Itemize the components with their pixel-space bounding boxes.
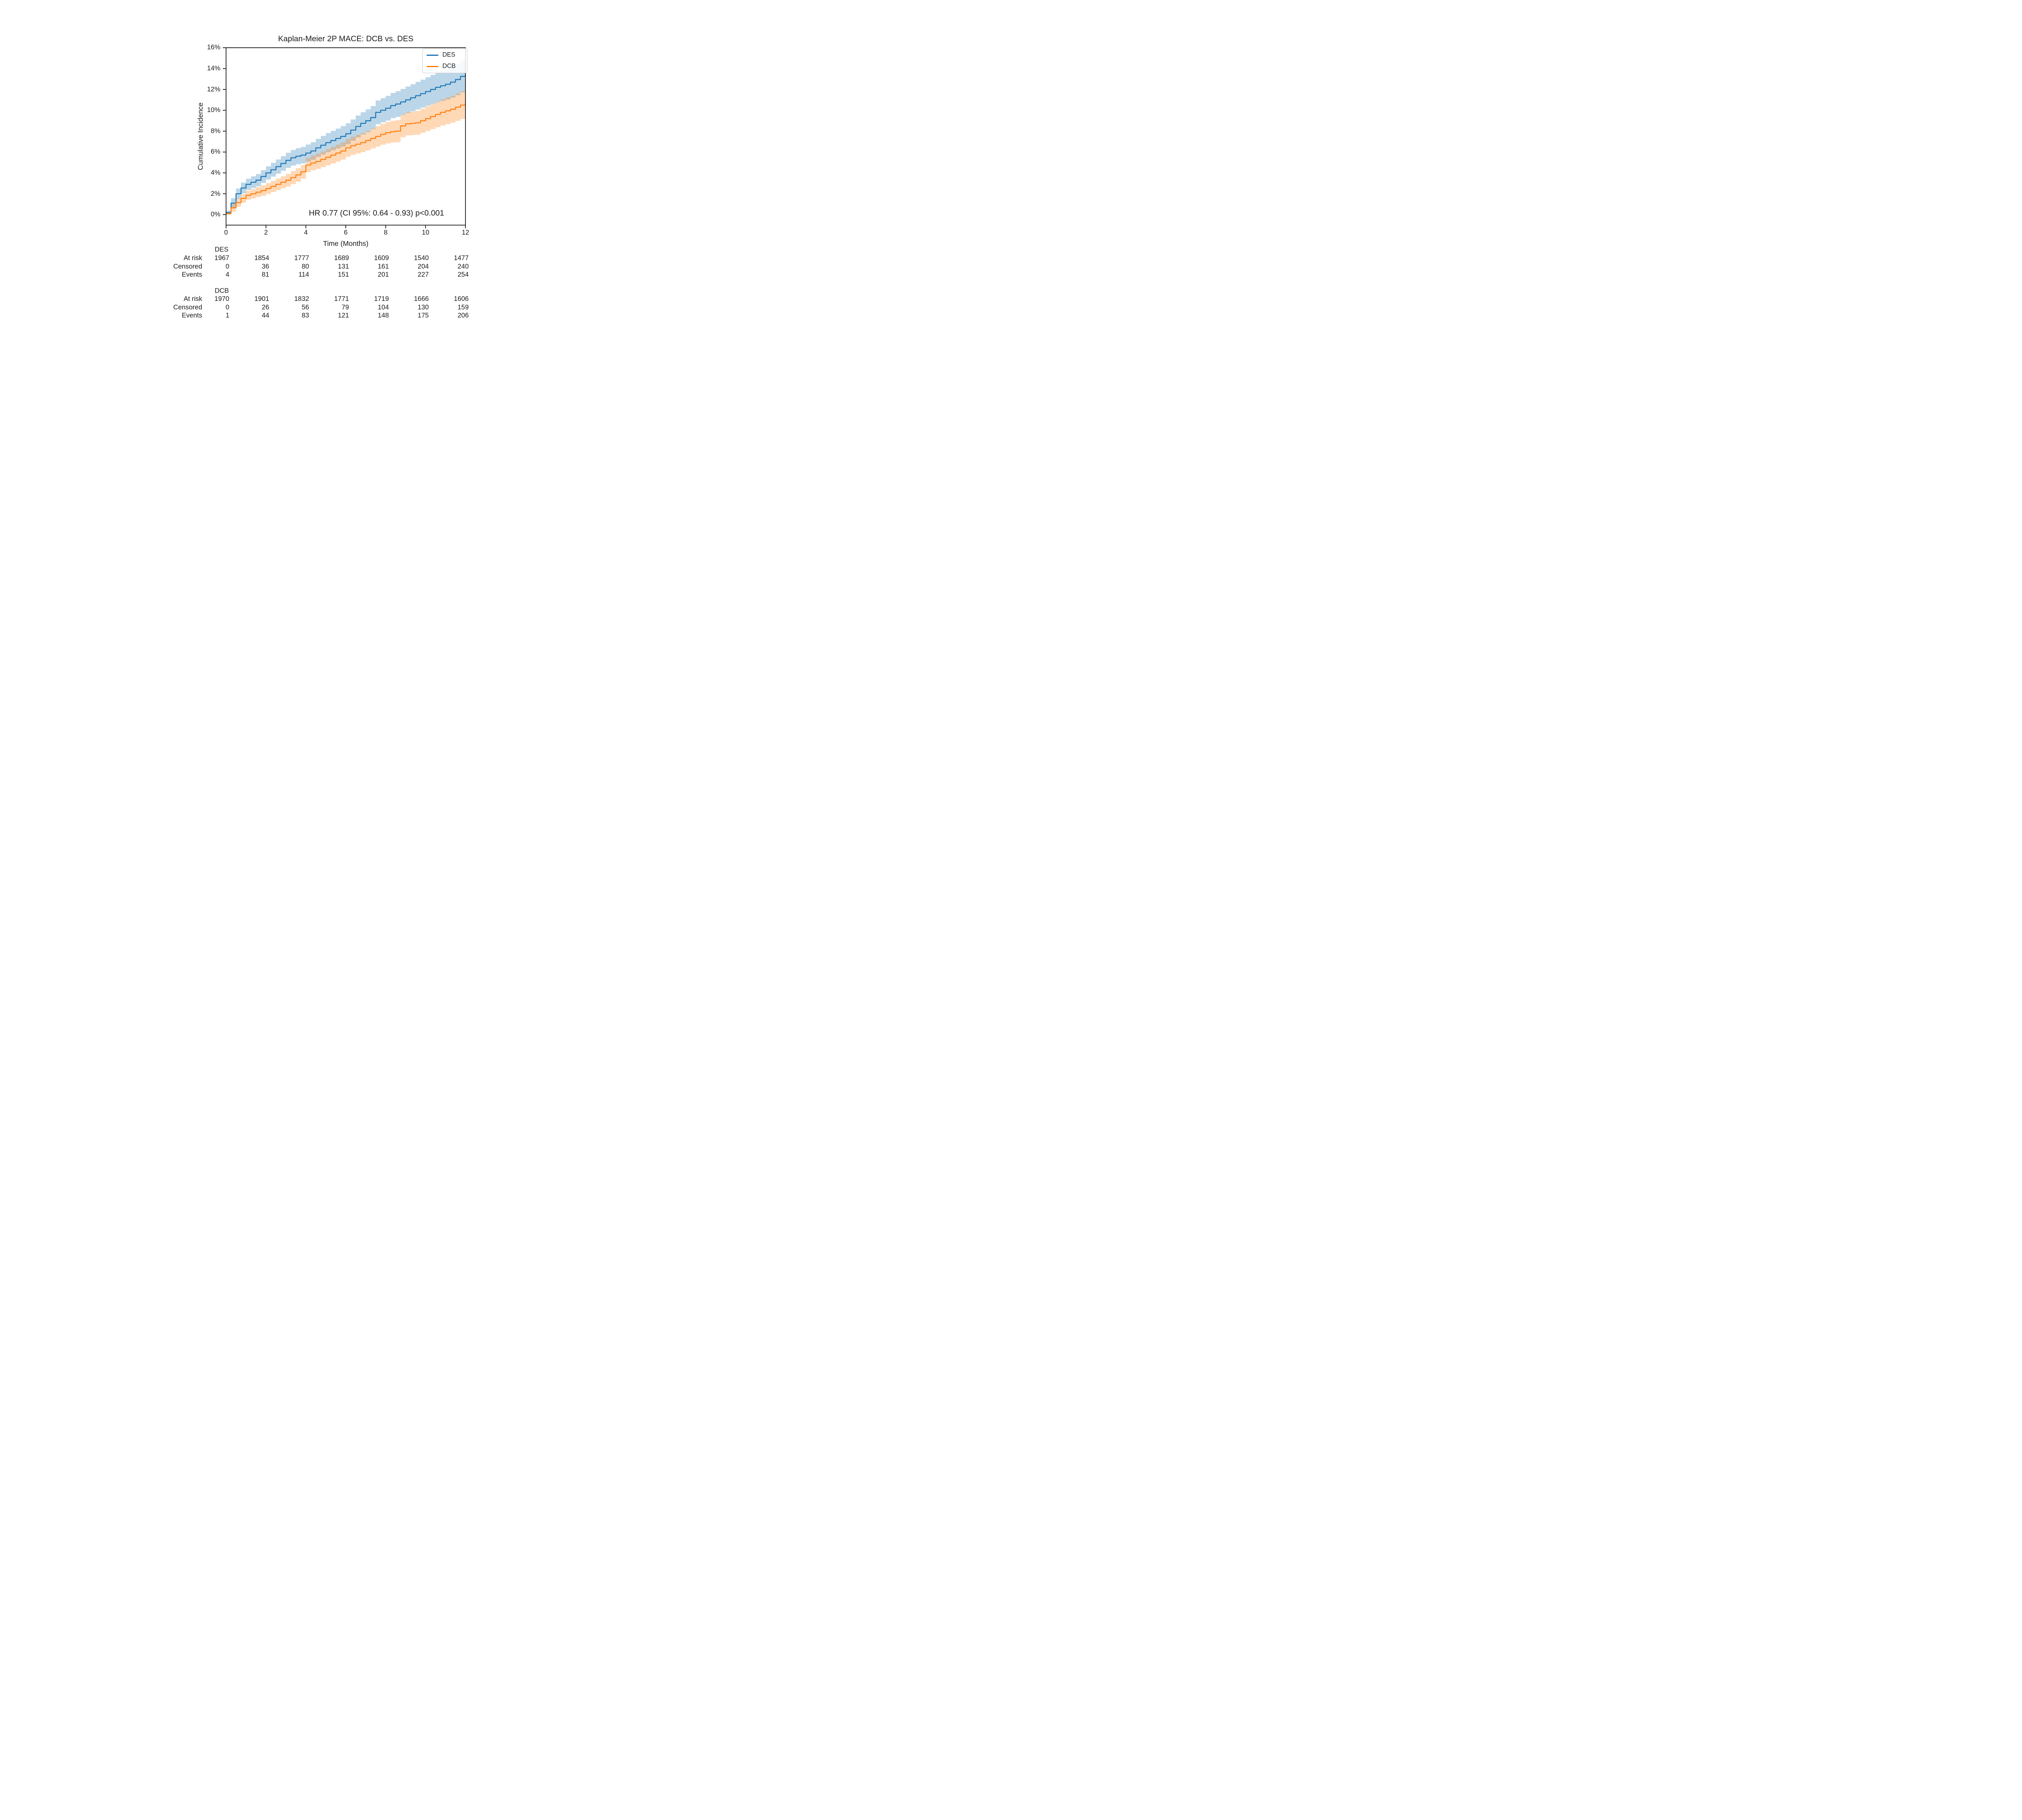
x-tick-label: 0 (224, 229, 228, 236)
legend: DES DCB (422, 48, 467, 73)
chart-title: Kaplan-Meier 2P MACE: DCB vs. DES (278, 34, 414, 43)
y-tick-label: 6% (211, 148, 220, 156)
risk-cell: 130 (417, 304, 429, 311)
risk-cell: 0 (225, 263, 229, 270)
dcb-km-curve (226, 101, 465, 214)
risk-cell: 83 (301, 312, 309, 319)
y-tick-label: 8% (211, 127, 220, 135)
y-tick-label: 16% (207, 44, 220, 51)
risk-cell: 81 (262, 271, 269, 278)
risk-cell: 131 (338, 263, 349, 270)
hr-annotation: HR 0.77 (CI 95%: 0.64 - 0.93) p<0.001 (309, 209, 444, 218)
risk-cell: 1609 (374, 254, 389, 262)
y-tick-label: 14% (207, 65, 220, 72)
risk-cell: 80 (301, 263, 309, 270)
legend-entry-dcb: DCB (423, 63, 467, 70)
legend-label-dcb: DCB (442, 63, 456, 70)
y-tick-label: 2% (211, 190, 220, 197)
risk-row-label: At risk (184, 254, 202, 262)
risk-cell: 36 (262, 263, 269, 270)
x-tick-label: 10 (422, 229, 429, 236)
risk-cell: 104 (378, 304, 389, 311)
legend-label-des: DES (442, 51, 455, 58)
risk-row-label: Censored (173, 263, 202, 270)
risk-cell: 161 (378, 263, 389, 270)
y-tick-label: 12% (207, 85, 220, 93)
dcb-line-swatch (427, 66, 438, 67)
legend-entry-des: DES (423, 52, 467, 58)
x-tick-label: 8 (384, 229, 388, 236)
risk-row-label: At risk (184, 295, 202, 303)
risk-cell: 1854 (254, 254, 269, 262)
risk-cell: 1967 (214, 254, 229, 262)
y-tick-label: 10% (207, 106, 220, 114)
risk-cell: 1970 (214, 295, 229, 303)
y-tick-label: 4% (211, 169, 220, 176)
x-tick-label: 6 (344, 229, 348, 236)
km-figure: Kaplan-Meier 2P MACE: DCB vs. DES Cumula… (0, 0, 647, 364)
risk-cell: 148 (378, 312, 389, 319)
km-plot-canvas (223, 47, 466, 229)
risk-cell: 1719 (374, 295, 389, 303)
risk-row-label: Events (182, 312, 202, 319)
risk-cell: 201 (378, 271, 389, 278)
risk-cell: 26 (262, 304, 269, 311)
risk-cell: 1689 (334, 254, 349, 262)
risk-cell: 1666 (414, 295, 429, 303)
x-tick-label: 12 (461, 229, 470, 236)
risk-cell: 1901 (254, 295, 269, 303)
risk-cell: 1 (225, 312, 229, 319)
risk-cell: 79 (341, 304, 349, 311)
x-tick-label: 2 (264, 229, 268, 236)
risk-cell: 175 (417, 312, 429, 319)
y-tick-label: 0% (211, 211, 220, 218)
risk-cell: 159 (457, 304, 469, 311)
x-axis-title: Time (Months) (323, 239, 369, 248)
des-km-curve (226, 70, 465, 213)
risk-cell: 1540 (414, 254, 429, 262)
risk-cell: 206 (457, 312, 469, 319)
risk-cell: 1832 (294, 295, 309, 303)
risk-row-label: Censored (173, 304, 202, 311)
risk-cell: 0 (225, 304, 229, 311)
risk-cell: 204 (417, 263, 429, 270)
risk-cell: 1771 (334, 295, 349, 303)
risk-cell: 1777 (294, 254, 309, 262)
risk-row-label: Events (182, 271, 202, 278)
risk-cell: 227 (417, 271, 429, 278)
risk-cell: 121 (338, 312, 349, 319)
risk-cell: 1606 (454, 295, 469, 303)
risk-cell: 114 (298, 271, 309, 278)
risk-cell: 240 (457, 263, 469, 270)
des-line-swatch (427, 55, 438, 56)
risk-cell: 56 (301, 304, 309, 311)
risk-cell: 4 (225, 271, 229, 278)
risk-cell: 254 (457, 271, 469, 278)
risk-cell: 151 (338, 271, 349, 278)
risk-cell: 1477 (454, 254, 469, 262)
risk-group-label-dcb: DCB (215, 287, 229, 294)
x-tick-label: 4 (304, 229, 308, 236)
risk-group-label-des: DES (215, 246, 228, 253)
risk-cell: 44 (262, 312, 269, 319)
